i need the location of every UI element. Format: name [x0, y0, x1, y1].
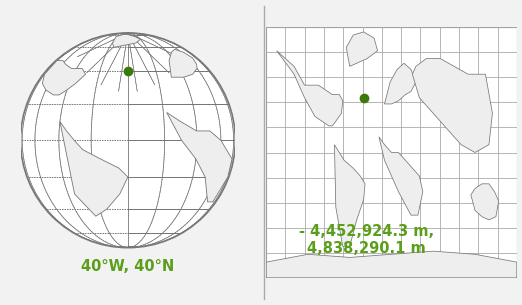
Polygon shape: [379, 137, 423, 215]
Ellipse shape: [20, 33, 235, 248]
Ellipse shape: [20, 33, 235, 248]
Text: 40°W, 40°N: 40°W, 40°N: [81, 260, 174, 274]
Polygon shape: [385, 63, 416, 104]
Ellipse shape: [20, 33, 235, 248]
Ellipse shape: [20, 33, 235, 248]
Polygon shape: [266, 251, 517, 278]
Ellipse shape: [20, 33, 235, 248]
Polygon shape: [167, 113, 232, 202]
Ellipse shape: [20, 33, 235, 248]
Ellipse shape: [20, 33, 235, 248]
Ellipse shape: [20, 33, 235, 248]
Ellipse shape: [20, 33, 235, 248]
Polygon shape: [42, 47, 86, 95]
Ellipse shape: [20, 33, 235, 248]
Ellipse shape: [20, 33, 235, 248]
Ellipse shape: [20, 33, 235, 248]
Ellipse shape: [20, 33, 235, 248]
Ellipse shape: [20, 33, 235, 248]
Ellipse shape: [20, 33, 235, 248]
Ellipse shape: [20, 33, 235, 248]
Ellipse shape: [20, 33, 235, 248]
Ellipse shape: [20, 33, 235, 248]
Ellipse shape: [20, 33, 235, 248]
Ellipse shape: [20, 33, 235, 248]
Ellipse shape: [20, 33, 235, 248]
Ellipse shape: [20, 33, 235, 248]
Ellipse shape: [20, 33, 235, 248]
Ellipse shape: [20, 33, 235, 248]
Ellipse shape: [20, 33, 235, 248]
Ellipse shape: [20, 33, 235, 248]
Ellipse shape: [20, 33, 235, 248]
Ellipse shape: [20, 33, 235, 248]
Polygon shape: [112, 34, 140, 47]
Ellipse shape: [20, 33, 235, 248]
Ellipse shape: [20, 33, 235, 248]
Polygon shape: [471, 184, 499, 220]
Ellipse shape: [20, 33, 235, 248]
Ellipse shape: [20, 33, 235, 248]
Ellipse shape: [20, 33, 235, 248]
Ellipse shape: [20, 33, 235, 248]
Ellipse shape: [20, 33, 235, 248]
Ellipse shape: [20, 33, 235, 248]
Polygon shape: [60, 122, 128, 216]
Ellipse shape: [20, 33, 235, 248]
Ellipse shape: [20, 33, 235, 248]
Ellipse shape: [20, 33, 235, 248]
Ellipse shape: [20, 33, 235, 248]
Ellipse shape: [20, 33, 235, 248]
Polygon shape: [169, 49, 197, 77]
Ellipse shape: [20, 33, 235, 248]
Ellipse shape: [20, 33, 235, 248]
Ellipse shape: [20, 33, 235, 248]
Polygon shape: [277, 51, 343, 126]
Ellipse shape: [20, 33, 235, 248]
Ellipse shape: [20, 33, 235, 248]
Ellipse shape: [20, 33, 235, 248]
Ellipse shape: [20, 33, 235, 248]
Ellipse shape: [20, 33, 235, 248]
Ellipse shape: [20, 33, 235, 248]
Ellipse shape: [20, 33, 235, 248]
Polygon shape: [335, 145, 365, 246]
Ellipse shape: [20, 33, 235, 248]
Ellipse shape: [20, 33, 235, 248]
Ellipse shape: [20, 33, 235, 248]
Polygon shape: [346, 32, 377, 66]
Ellipse shape: [20, 33, 235, 248]
Ellipse shape: [20, 33, 235, 248]
Polygon shape: [412, 59, 492, 152]
Ellipse shape: [20, 33, 235, 248]
Ellipse shape: [20, 33, 235, 248]
Text: - 4,452,924.3 m,
4,838,290.1 m: - 4,452,924.3 m, 4,838,290.1 m: [299, 224, 434, 257]
Ellipse shape: [20, 33, 235, 248]
Ellipse shape: [20, 33, 235, 248]
